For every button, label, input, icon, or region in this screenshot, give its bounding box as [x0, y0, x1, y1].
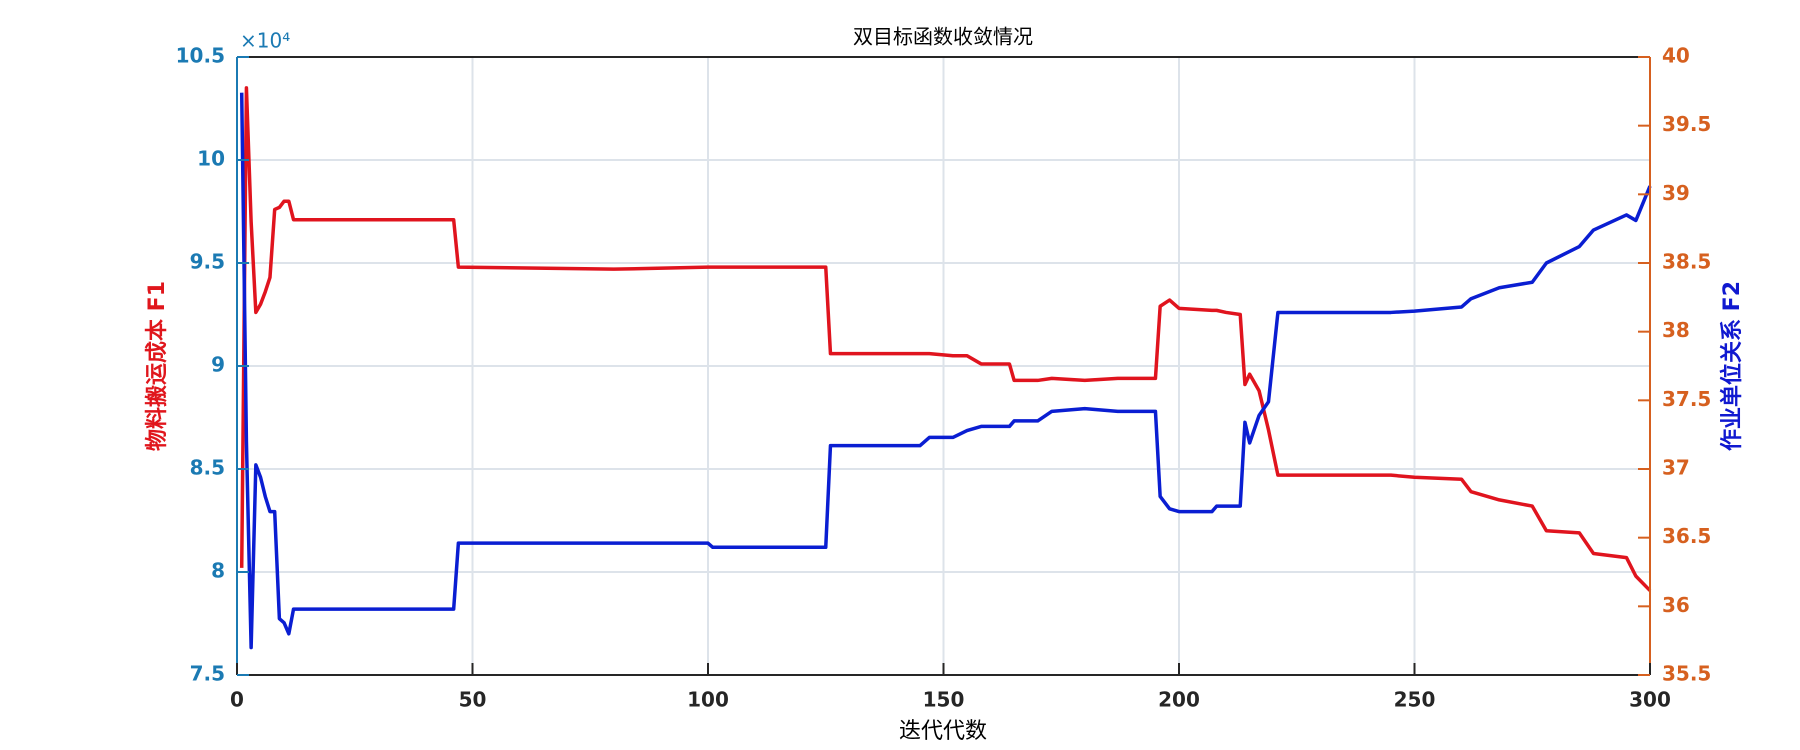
y2-tick-label: 35.5 — [1662, 662, 1711, 686]
y-tick-label: 8.5 — [190, 456, 225, 480]
y2-tick-label: 36 — [1662, 593, 1690, 617]
y-tick-label: 9 — [211, 353, 225, 377]
x-tick-label: 50 — [459, 688, 487, 712]
series-line — [239, 92, 1652, 650]
y-tick-label: 8 — [211, 559, 225, 583]
x-axis-label: 迭代代数 — [899, 719, 987, 744]
y-axis-exponent: ×10⁴ — [240, 29, 290, 53]
y2-tick-label: 38.5 — [1662, 250, 1711, 274]
y2-tick-label: 39.5 — [1662, 112, 1711, 136]
x-tick-label: 100 — [687, 688, 729, 712]
y-tick-label: 7.5 — [190, 662, 225, 686]
series-line — [239, 86, 1652, 592]
y-tick-label: 10.5 — [176, 44, 225, 68]
x-tick-label: 300 — [1629, 688, 1671, 712]
y2-tick-label: 38 — [1662, 318, 1690, 342]
x-tick-label: 0 — [230, 688, 244, 712]
y-tick-label: 10 — [197, 147, 225, 171]
x-tick-label: 200 — [1158, 688, 1200, 712]
y2-tick-label: 37.5 — [1662, 387, 1711, 411]
y2-axis-label: 作业单位关系 F2 — [1719, 281, 1745, 451]
y2-tick-label: 36.5 — [1662, 524, 1711, 548]
y2-tick-label: 37 — [1662, 456, 1690, 480]
x-tick-label: 250 — [1394, 688, 1436, 712]
y2-tick-label: 40 — [1662, 44, 1690, 68]
x-tick-label: 150 — [923, 688, 965, 712]
y2-tick-label: 39 — [1662, 181, 1690, 205]
y-tick-label: 9.5 — [190, 250, 225, 274]
y-axis-label: 物料搬运成本 F1 — [144, 281, 170, 451]
chart-title: 双目标函数收敛情况 — [853, 25, 1033, 49]
